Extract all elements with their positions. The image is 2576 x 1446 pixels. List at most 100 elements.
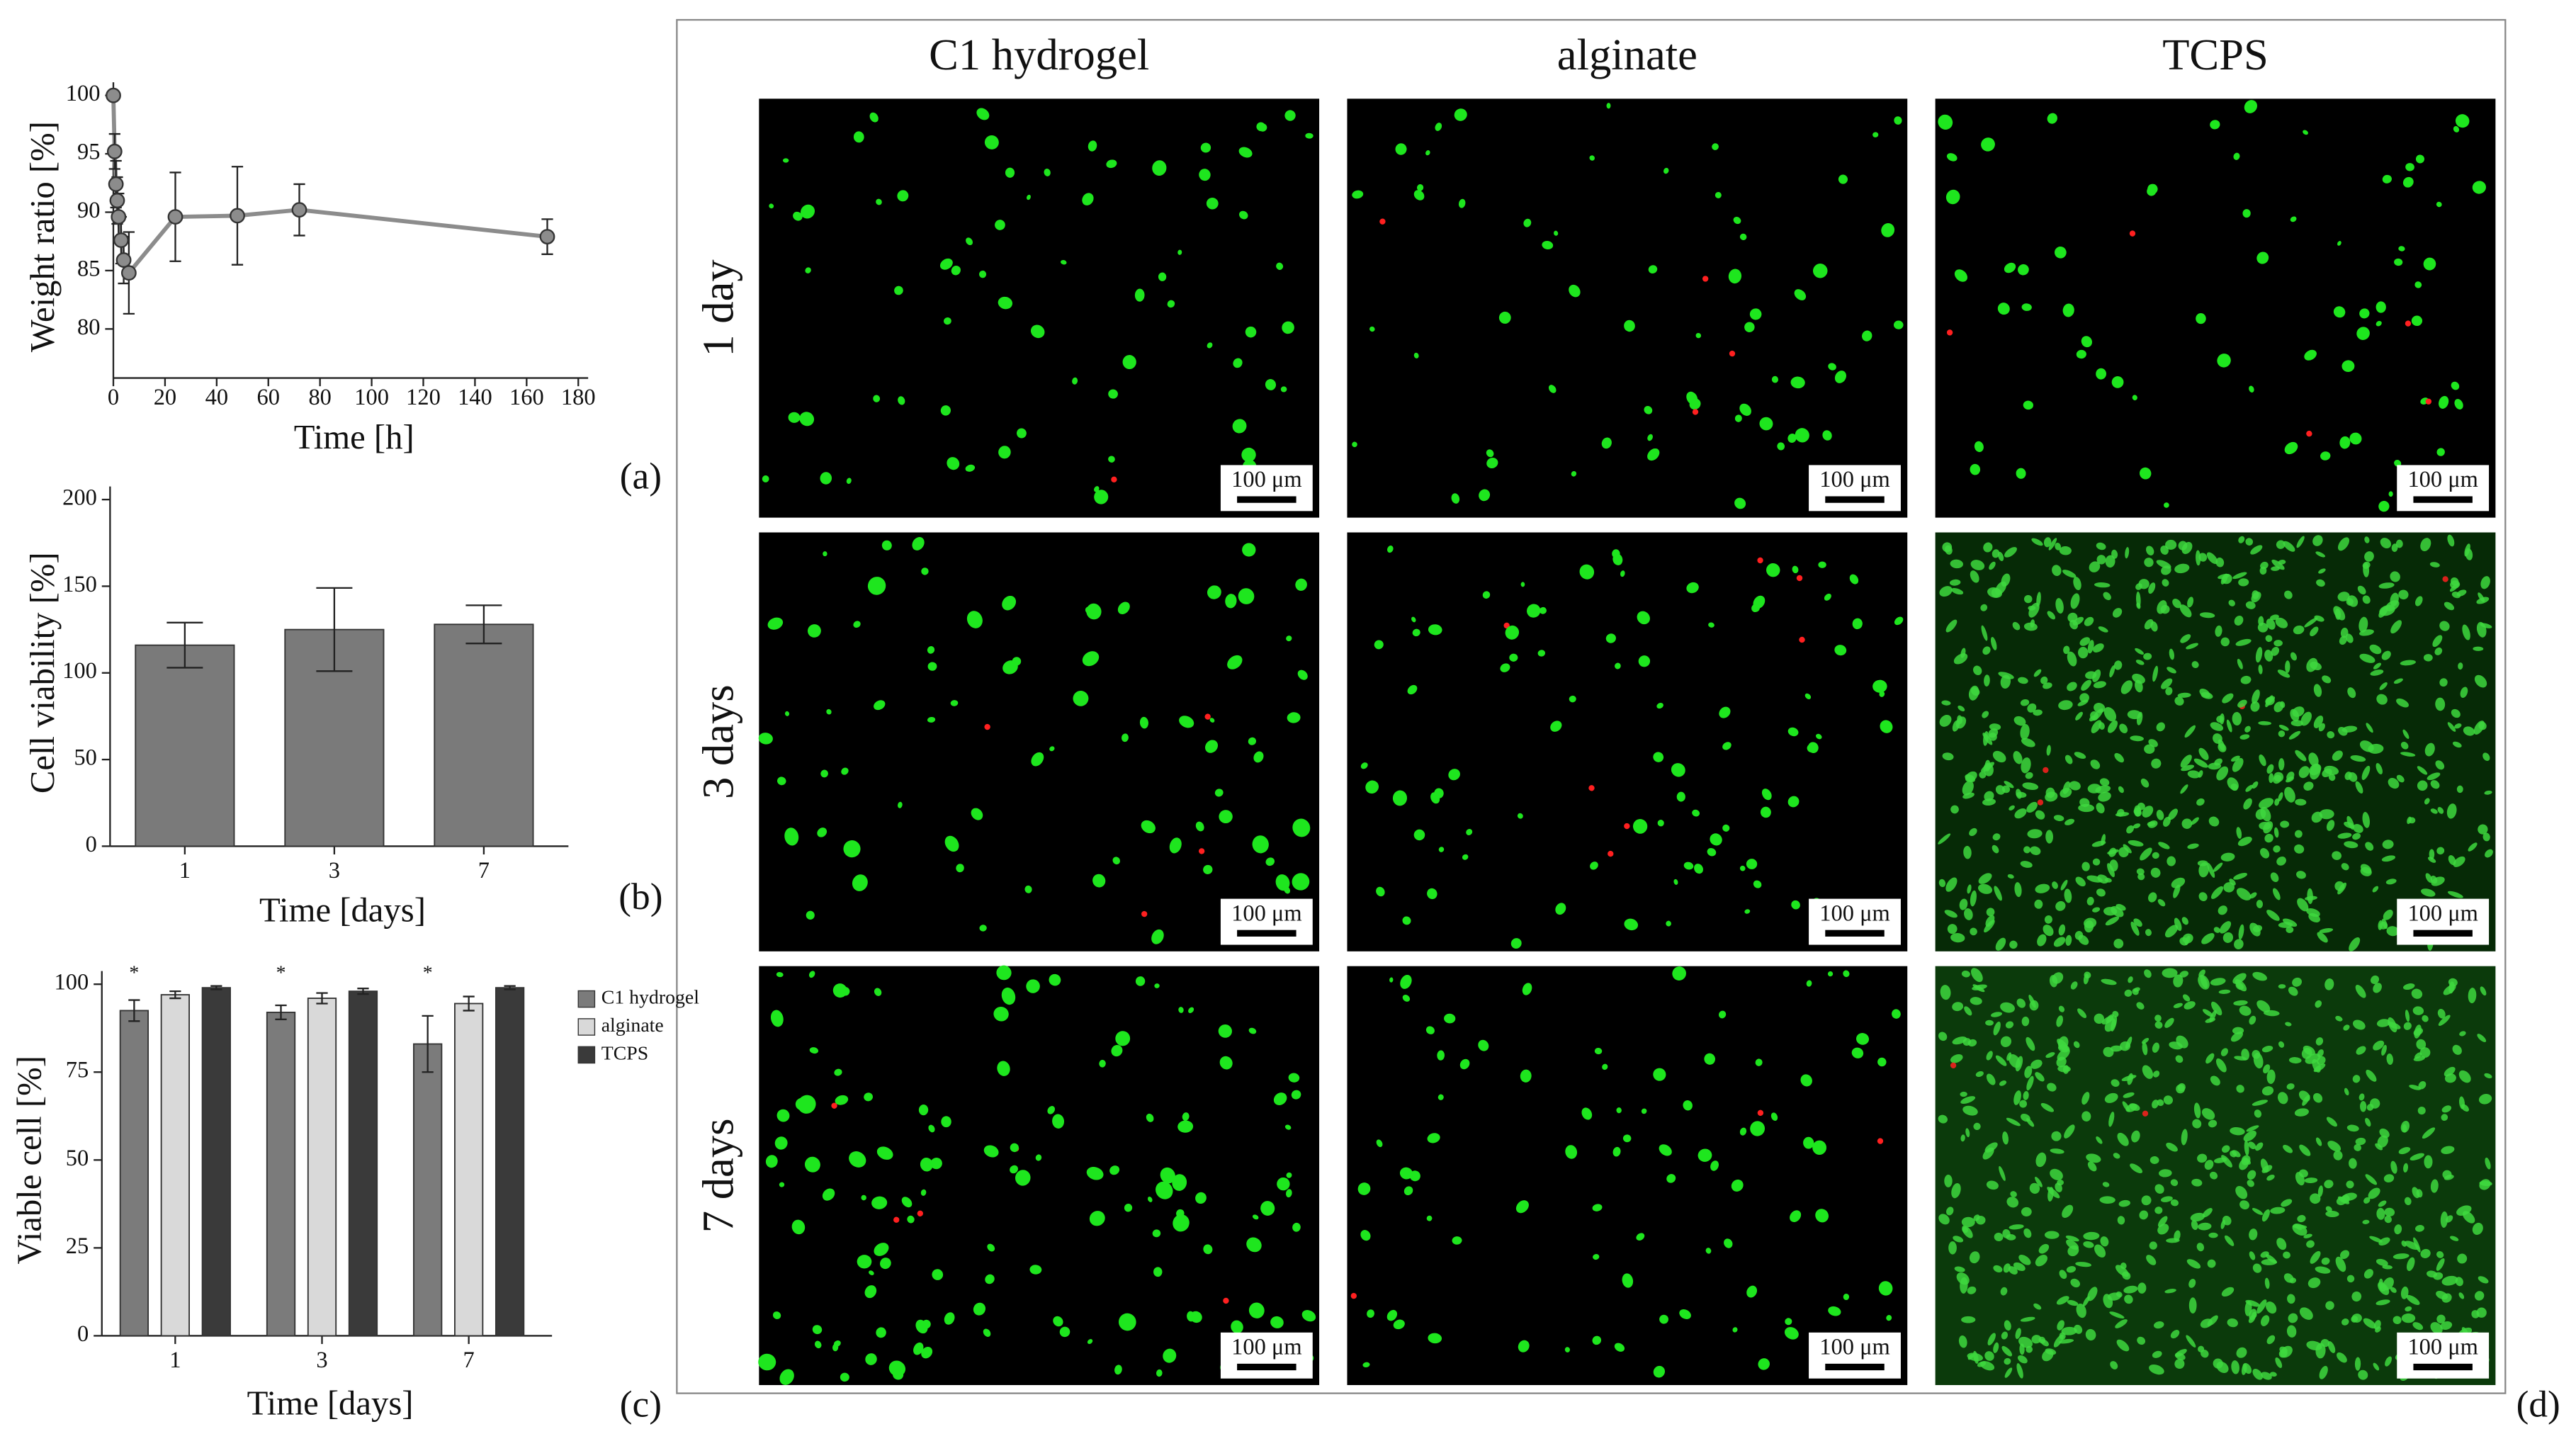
cell (1952, 720, 1960, 732)
cell (2294, 844, 2305, 854)
cell (2383, 1174, 2395, 1182)
cell (2379, 682, 2388, 690)
cell (864, 1092, 873, 1102)
cell (913, 1342, 924, 1355)
cell (1962, 1226, 1968, 1233)
cell (1352, 190, 1364, 199)
bar (201, 987, 231, 1337)
cell (1505, 625, 1520, 640)
cell (2402, 983, 2415, 990)
cell (2430, 1322, 2443, 1334)
cell (1581, 1107, 1593, 1120)
cell (2101, 834, 2106, 846)
cell (1951, 1182, 1961, 1199)
cell (2271, 647, 2280, 656)
micrograph-background (1347, 532, 1908, 951)
cell (921, 567, 929, 575)
cell (1973, 665, 1982, 675)
cell (2290, 216, 2297, 222)
cell (2431, 876, 2445, 886)
cell (2478, 1093, 2492, 1105)
cell (2362, 1219, 2370, 1224)
cell (2341, 1194, 2350, 1204)
cell (2021, 303, 2032, 311)
cell (1989, 723, 2001, 730)
cell (874, 1243, 889, 1256)
cell (2230, 1126, 2245, 1136)
cell (2064, 1124, 2075, 1139)
cell (1838, 174, 1848, 184)
cell (2152, 1350, 2162, 1358)
cell (2319, 809, 2334, 820)
cell (2054, 247, 2067, 259)
cell (1712, 143, 1719, 150)
cell (2449, 582, 2460, 592)
cell (2213, 862, 2223, 872)
cell (1953, 1236, 1964, 1243)
cell (2198, 892, 2208, 902)
y-tick-label: 25 (66, 1233, 89, 1259)
cell (1207, 585, 1221, 599)
cell (2372, 886, 2379, 893)
micrograph: 100 μm (758, 965, 1320, 1386)
cell (1990, 637, 1997, 650)
cell (1195, 1192, 1207, 1204)
cell (791, 1219, 806, 1235)
cell (2222, 693, 2234, 704)
cell (2210, 1075, 2220, 1086)
cell (2405, 1010, 2410, 1022)
point (111, 209, 127, 225)
cell (1111, 1044, 1123, 1057)
cell (2317, 1185, 2323, 1197)
cell (2335, 1256, 2346, 1272)
cell (2171, 877, 2186, 888)
cell (2273, 845, 2281, 853)
cell (944, 835, 959, 852)
cell (2339, 636, 2347, 645)
cell (2052, 565, 2062, 576)
cell (1367, 1309, 1374, 1318)
cell (2179, 971, 2189, 978)
cell (1425, 1026, 1435, 1034)
cell (2019, 1100, 2028, 1108)
cell (1973, 1350, 1979, 1364)
cell (2436, 1291, 2448, 1300)
cell (2113, 939, 2124, 949)
cell (2007, 874, 2014, 879)
cell (1807, 744, 1817, 753)
cell (2024, 1066, 2033, 1078)
cell (2201, 933, 2215, 944)
cell (2115, 1291, 2123, 1297)
cell (1941, 700, 1951, 706)
cell (1995, 1055, 2007, 1066)
cell (2270, 1372, 2277, 1377)
cell (805, 267, 811, 273)
cell (2213, 927, 2220, 933)
cell (2310, 1193, 2321, 1204)
cell (2043, 767, 2049, 774)
x-tick-label: 60 (257, 385, 280, 410)
x-tick-label: 7 (463, 1348, 475, 1373)
cell (2078, 646, 2089, 659)
cell (1387, 546, 1394, 553)
cell (2010, 1191, 2017, 1197)
micrograph-background (1347, 966, 1908, 1386)
row-label: 7 days (694, 1119, 743, 1233)
point (115, 252, 132, 268)
cell (2061, 1326, 2077, 1335)
cell (2337, 1352, 2347, 1363)
cell (2070, 593, 2080, 609)
cell (1190, 1311, 1202, 1323)
cell (2170, 1330, 2180, 1339)
cell (2109, 1311, 2125, 1319)
cell (2473, 646, 2484, 651)
cell (1276, 262, 1284, 270)
cell (2067, 1299, 2079, 1306)
cell (1952, 1002, 1964, 1012)
cell (2004, 1357, 2011, 1365)
cell (2366, 723, 2373, 733)
y-axis-label: Cell viability [%] (23, 552, 62, 793)
cell (1632, 819, 1648, 834)
cell (2210, 722, 2224, 731)
cell (1427, 888, 1437, 900)
